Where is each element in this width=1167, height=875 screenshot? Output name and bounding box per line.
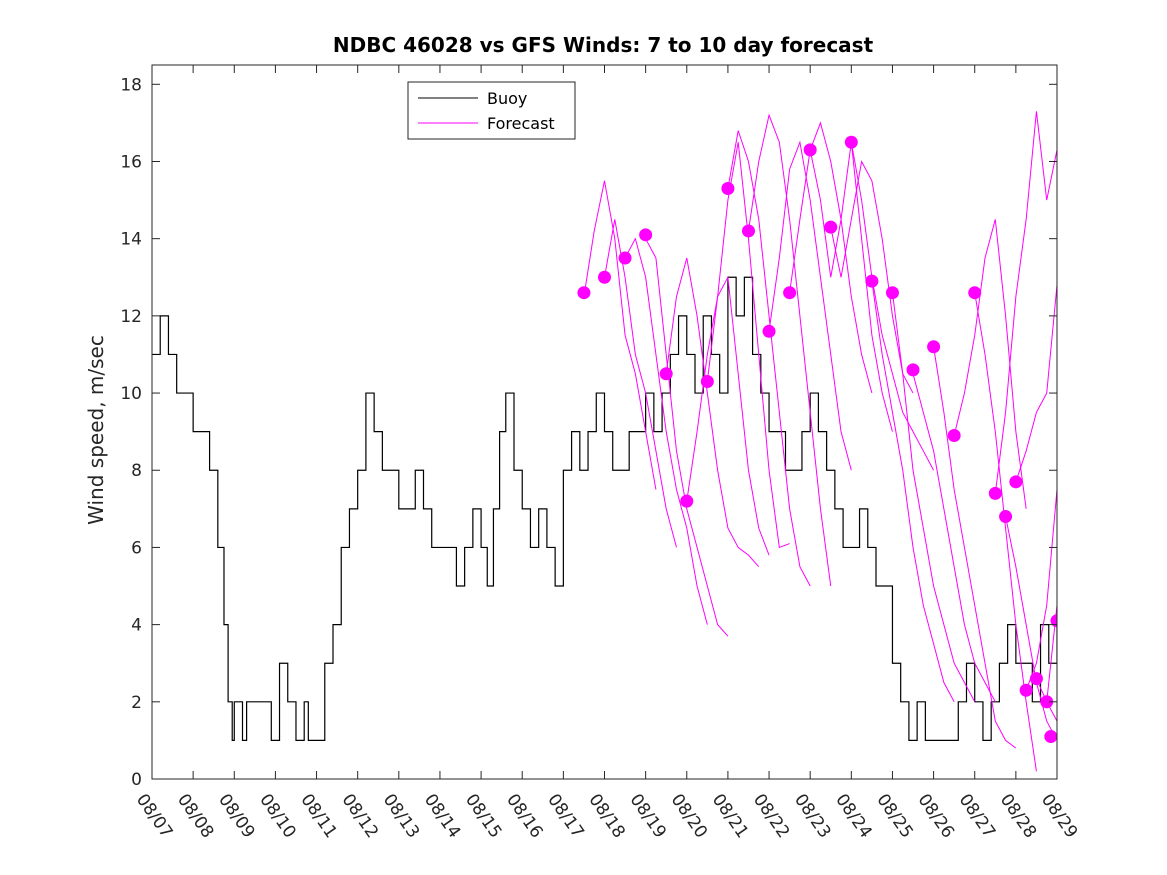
forecast-marker	[577, 286, 591, 300]
y-tick-label: 14	[120, 230, 142, 250]
x-tick-label: 08/11	[296, 790, 340, 842]
forecast-marker	[999, 510, 1013, 524]
y-tick-label: 0	[131, 770, 142, 790]
buoy-series-line	[152, 276, 1057, 742]
plot-area	[151, 64, 1058, 780]
x-tick-label: 08/16	[502, 790, 546, 842]
x-tick-label: 08/19	[626, 790, 670, 842]
y-tick-label: 12	[120, 307, 142, 327]
x-tick-label: 08/07	[132, 790, 176, 842]
forecast-series-line	[768, 140, 852, 471]
forecast-series-line	[1025, 489, 1057, 691]
forecast-marker	[885, 286, 899, 300]
forecast-marker	[598, 270, 611, 284]
y-tick-label: 8	[131, 461, 142, 481]
forecast-series-line	[891, 292, 976, 703]
forecast-marker	[721, 182, 735, 196]
x-axis: 08/0708/0808/0908/1008/1108/1208/1308/14…	[132, 65, 1081, 842]
forecast-marker	[762, 324, 776, 338]
forecast-marker	[1019, 683, 1033, 697]
y-tick-label: 18	[120, 75, 142, 95]
forecast-series-line	[953, 219, 1027, 509]
forecast-marker	[968, 286, 982, 300]
forecast-series-line	[974, 292, 1037, 772]
x-tick-label: 08/13	[379, 790, 423, 842]
y-axis-label: Wind speed, m/sec	[84, 335, 108, 525]
forecast-marker	[906, 363, 920, 377]
forecast-marker	[803, 143, 817, 157]
forecast-series-line	[912, 373, 996, 703]
forecast-marker	[865, 274, 879, 288]
x-tick-label: 08/27	[955, 790, 999, 842]
forecast-marker	[824, 220, 838, 234]
forecast-series-line	[686, 275, 770, 556]
x-tick-label: 08/14	[420, 790, 464, 842]
forecast-marker	[1040, 695, 1054, 709]
forecast-series-line	[789, 121, 873, 394]
forecast-marker	[783, 286, 797, 300]
x-tick-label: 08/15	[461, 790, 505, 842]
forecast-series-line	[706, 142, 790, 549]
y-tick-label: 10	[120, 384, 142, 404]
forecast-series-line	[830, 159, 914, 394]
forecast-series-line	[850, 142, 935, 471]
x-tick-label: 08/21	[708, 790, 752, 842]
forecast-marker	[947, 429, 961, 443]
forecast-series-line	[645, 238, 729, 637]
forecast-series-line	[747, 113, 832, 587]
forecast-marker	[639, 228, 653, 242]
x-tick-label: 08/20	[667, 790, 711, 842]
x-tick-label: 08/24	[831, 790, 875, 842]
x-tick-label: 08/10	[255, 790, 299, 842]
forecast-series-line	[1005, 516, 1057, 741]
forecast-series-line	[624, 237, 708, 625]
x-tick-label: 08/12	[338, 790, 382, 842]
legend-buoy-label: Buoy	[487, 89, 527, 108]
y-tick-label: 2	[131, 693, 142, 713]
forecast-series-line	[809, 142, 893, 432]
legend: Buoy Forecast	[407, 81, 576, 140]
y-tick-label: 16	[120, 152, 142, 172]
x-tick-label: 08/09	[214, 790, 258, 842]
chart-title: NDBC 46028 vs GFS Winds: 7 to 10 day for…	[333, 33, 874, 57]
forecast-marker	[618, 251, 632, 265]
legend-box	[407, 81, 576, 140]
forecast-marker	[988, 486, 1002, 500]
forecast-marker	[844, 135, 858, 149]
forecast-marker	[1009, 475, 1023, 489]
forecast-series-line	[727, 130, 811, 587]
legend-forecast-label: Forecast	[487, 114, 555, 133]
x-tick-label: 08/23	[790, 790, 834, 842]
forecast-series-line	[1015, 284, 1057, 482]
forecast-series-line	[665, 257, 760, 568]
forecast-marker	[700, 374, 714, 388]
forecast-series-line	[933, 346, 1017, 749]
x-tick-label: 08/08	[173, 790, 217, 842]
forecast-marker	[1050, 614, 1057, 628]
forecast-marker	[741, 224, 755, 238]
forecast-marker	[680, 494, 694, 508]
y-tick-label: 6	[131, 538, 142, 558]
x-tick-label: 08/22	[749, 790, 793, 842]
forecast-marker	[927, 340, 941, 354]
forecast-marker	[1044, 730, 1057, 744]
forecast-series-line	[871, 281, 955, 703]
x-tick-label: 08/26	[913, 790, 957, 842]
forecast-marker	[1029, 672, 1043, 686]
x-tick-label: 08/18	[584, 790, 628, 842]
forecast-series-line	[994, 111, 1057, 494]
x-tick-label: 08/29	[1037, 790, 1081, 842]
y-tick-label: 4	[131, 616, 142, 636]
x-tick-label: 08/28	[996, 790, 1040, 842]
forecast-marker	[659, 367, 673, 381]
x-tick-label: 08/17	[543, 790, 587, 842]
forecast-series-line	[604, 219, 677, 548]
y-axis: 0 2 4 6 8 10 12 14 16 18	[120, 75, 1057, 790]
forecast-series-line	[583, 180, 657, 490]
x-tick-label: 08/25	[872, 790, 916, 842]
